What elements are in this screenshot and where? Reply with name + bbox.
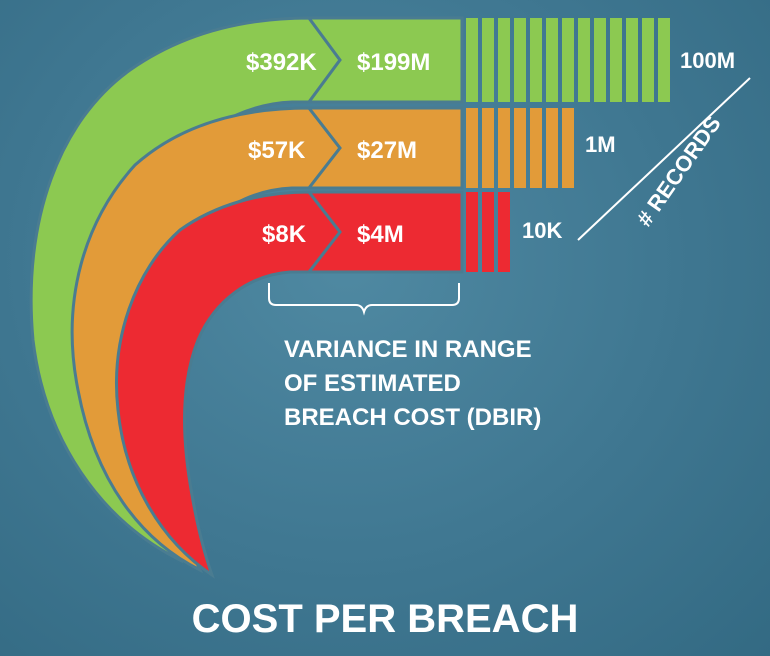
record-stripe <box>594 18 606 102</box>
page-title: COST PER BREACH <box>192 597 579 641</box>
variance-label-line-2: OF ESTIMATED <box>284 370 461 397</box>
record-stripe <box>466 192 478 272</box>
tier-10k-band <box>305 190 464 274</box>
tier-1m-high: $27M <box>357 137 417 164</box>
tier-10k-stripes <box>466 192 510 272</box>
records-1m-label: 1M <box>585 132 616 157</box>
record-stripe <box>610 18 622 102</box>
record-stripe <box>546 108 558 188</box>
tier-1m-stripes <box>466 108 574 188</box>
record-stripe <box>514 108 526 188</box>
record-stripe <box>562 18 574 102</box>
tier-100m-band <box>306 16 464 104</box>
record-stripe <box>514 18 526 102</box>
records-10k-label: 10K <box>522 218 562 243</box>
tier-10k-low: $8K <box>262 221 307 248</box>
record-stripe <box>626 18 638 102</box>
tier-10k-high: $4M <box>357 221 404 248</box>
record-stripe <box>466 18 478 102</box>
record-stripe <box>642 18 654 102</box>
record-stripe <box>482 192 494 272</box>
variance-label-line-3: BREACH COST (DBIR) <box>284 404 541 431</box>
records-axis-line <box>577 77 751 241</box>
record-stripe <box>578 18 590 102</box>
record-stripe <box>530 108 542 188</box>
record-stripe <box>466 108 478 188</box>
tier-100m-low: $392K <box>246 49 317 76</box>
variance-brace <box>268 283 460 316</box>
tier-100m-high: $199M <box>357 49 430 76</box>
record-stripe <box>562 108 574 188</box>
records-axis-label: # RECORDS <box>632 111 726 230</box>
record-stripe <box>546 18 558 102</box>
record-stripe <box>482 18 494 102</box>
variance-label-line-1: VARIANCE IN RANGE <box>284 336 532 363</box>
tier-1m-band <box>305 106 464 190</box>
tier-100m-stripes <box>466 18 670 102</box>
record-stripe <box>530 18 542 102</box>
tier-10k-arc <box>115 190 342 579</box>
records-100m-label: 100M <box>680 48 735 73</box>
record-stripe <box>658 18 670 102</box>
tier-10k <box>115 190 510 579</box>
record-stripe <box>498 18 510 102</box>
tier-1m-low: $57K <box>248 137 306 164</box>
record-stripe <box>482 108 494 188</box>
record-stripe <box>498 108 510 188</box>
record-stripe <box>498 192 510 272</box>
